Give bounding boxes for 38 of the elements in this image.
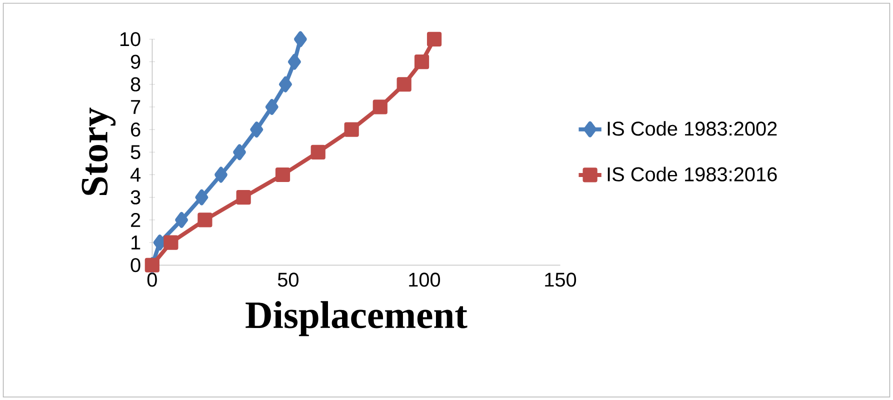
point [396, 76, 412, 92]
point [198, 212, 212, 228]
point [236, 190, 251, 205]
x-tick-label: 50 [278, 272, 298, 287]
x-tick-label: 100 [409, 272, 440, 287]
y-tick-label: 6 [131, 122, 140, 136]
y-tick-label: 0 [130, 258, 140, 272]
y-tick-label: 8 [130, 77, 140, 92]
y-tick-label: 10 [120, 32, 140, 46]
point [214, 166, 228, 183]
y-tick-label: 7 [131, 100, 140, 114]
point [288, 54, 301, 70]
point [164, 235, 178, 250]
point [310, 144, 326, 160]
y-tick-label: 3 [130, 190, 140, 204]
point [344, 122, 359, 137]
y-tick-label: 9 [130, 54, 140, 69]
legend-label: IS Code 1983:2002 [608, 120, 777, 136]
point [195, 189, 208, 206]
y-axis-title: Story [82, 107, 116, 195]
y-tick-label: 1 [132, 236, 140, 250]
point [372, 100, 388, 114]
point [233, 144, 246, 160]
x-tick-label: 0 [147, 272, 157, 287]
point [294, 31, 307, 48]
point [265, 98, 278, 115]
x-tick-label: 150 [545, 272, 576, 287]
x-axis-title: Displacement [246, 301, 468, 336]
point [278, 76, 292, 92]
point [175, 212, 188, 228]
point [414, 54, 430, 69]
y-tick-label: 2 [131, 212, 140, 227]
y-tick-label: 4 [130, 168, 141, 182]
point [250, 121, 264, 138]
legend-label: IS Code 1983:2016 [608, 166, 777, 182]
point [275, 167, 290, 182]
point [426, 32, 442, 46]
y-tick-label: 5 [130, 145, 140, 159]
